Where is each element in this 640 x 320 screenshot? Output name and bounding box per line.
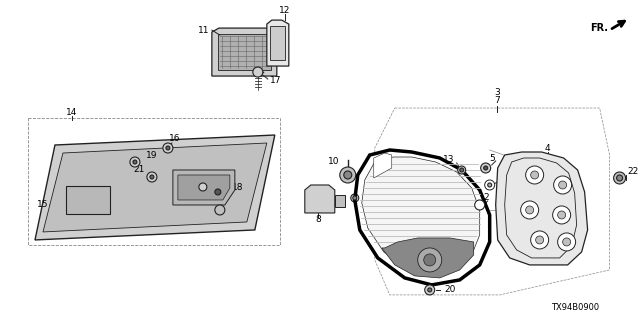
Text: 10: 10 xyxy=(328,157,340,166)
Polygon shape xyxy=(496,152,588,265)
Circle shape xyxy=(557,233,575,251)
Circle shape xyxy=(557,211,566,219)
Text: 14: 14 xyxy=(67,108,77,116)
Polygon shape xyxy=(212,28,277,76)
Text: 9: 9 xyxy=(360,188,365,196)
Polygon shape xyxy=(335,195,345,207)
Circle shape xyxy=(133,160,137,164)
Circle shape xyxy=(525,166,543,184)
Text: 19: 19 xyxy=(146,150,157,159)
Text: 18: 18 xyxy=(232,183,243,193)
Circle shape xyxy=(559,181,566,189)
Text: TX94B0900: TX94B0900 xyxy=(550,303,598,312)
Text: 16: 16 xyxy=(169,133,180,142)
Polygon shape xyxy=(267,20,289,66)
Circle shape xyxy=(150,175,154,179)
Text: FR.: FR. xyxy=(591,23,609,33)
Text: 15: 15 xyxy=(36,200,48,210)
Circle shape xyxy=(425,285,435,295)
Circle shape xyxy=(428,288,432,292)
Polygon shape xyxy=(362,157,480,274)
Circle shape xyxy=(253,67,263,77)
Circle shape xyxy=(531,231,548,249)
Circle shape xyxy=(353,196,356,200)
Text: 12: 12 xyxy=(279,5,291,15)
Circle shape xyxy=(616,175,623,181)
Polygon shape xyxy=(270,26,285,60)
Polygon shape xyxy=(355,150,490,285)
Circle shape xyxy=(536,236,543,244)
Polygon shape xyxy=(43,143,267,232)
Text: 21: 21 xyxy=(134,165,145,174)
Circle shape xyxy=(488,183,492,187)
Text: 6: 6 xyxy=(498,173,504,182)
Polygon shape xyxy=(305,185,335,213)
Text: 2: 2 xyxy=(484,194,490,203)
Circle shape xyxy=(484,166,488,170)
Circle shape xyxy=(554,176,572,194)
Circle shape xyxy=(166,146,170,150)
Circle shape xyxy=(563,238,571,246)
Circle shape xyxy=(147,172,157,182)
Text: 4: 4 xyxy=(545,143,550,153)
Circle shape xyxy=(424,254,436,266)
Polygon shape xyxy=(178,175,230,200)
Circle shape xyxy=(521,201,539,219)
Circle shape xyxy=(340,167,356,183)
Circle shape xyxy=(215,205,225,215)
Circle shape xyxy=(130,157,140,167)
Circle shape xyxy=(215,189,221,195)
Circle shape xyxy=(475,200,484,210)
Polygon shape xyxy=(374,153,392,178)
Text: 8: 8 xyxy=(315,215,321,224)
Text: 5: 5 xyxy=(490,154,495,163)
Circle shape xyxy=(553,206,571,224)
Circle shape xyxy=(344,171,352,179)
Circle shape xyxy=(484,180,495,190)
Circle shape xyxy=(418,248,442,272)
Polygon shape xyxy=(381,238,474,278)
Text: 20: 20 xyxy=(445,285,456,294)
Text: H: H xyxy=(81,192,94,207)
Polygon shape xyxy=(66,186,110,214)
Circle shape xyxy=(614,172,625,184)
Text: 22: 22 xyxy=(628,167,639,177)
Circle shape xyxy=(531,171,539,179)
Circle shape xyxy=(351,194,359,202)
Text: 13: 13 xyxy=(444,156,454,164)
Circle shape xyxy=(458,166,466,174)
Bar xyxy=(28,118,280,245)
Circle shape xyxy=(199,183,207,191)
Text: 3: 3 xyxy=(494,88,500,97)
Polygon shape xyxy=(173,170,235,205)
Polygon shape xyxy=(35,135,275,240)
Circle shape xyxy=(460,168,464,172)
Polygon shape xyxy=(218,34,271,70)
Text: 11: 11 xyxy=(198,26,210,35)
Text: 17: 17 xyxy=(270,76,282,84)
Circle shape xyxy=(163,143,173,153)
Circle shape xyxy=(481,163,491,173)
Circle shape xyxy=(525,206,534,214)
Text: 7: 7 xyxy=(494,96,500,105)
